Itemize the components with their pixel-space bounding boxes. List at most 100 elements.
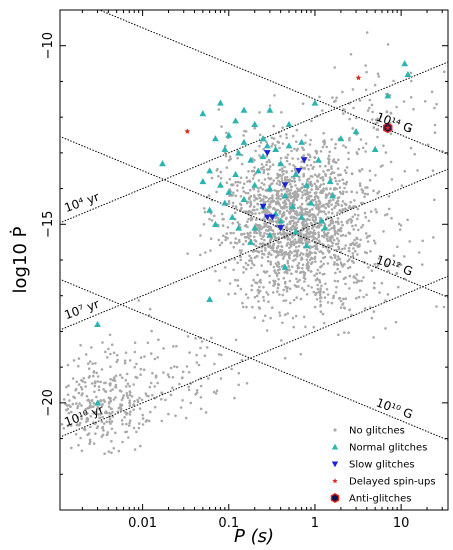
no-glitch-point [141, 417, 145, 420]
no-glitch-point [135, 362, 138, 366]
no-glitch-point [344, 282, 347, 286]
no-glitch-point [92, 442, 96, 445]
no-glitch-point [316, 283, 319, 287]
no-glitch-point [322, 182, 326, 186]
no-glitch-point [93, 381, 97, 385]
no-glitch-point [254, 223, 257, 226]
no-glitch-point [148, 307, 152, 311]
no-glitch-point [435, 305, 438, 308]
no-glitch-point [296, 195, 300, 198]
no-glitch-point [344, 203, 348, 206]
delayed-spinup-point [184, 128, 191, 134]
no-glitch-point [346, 266, 350, 270]
no-glitch-point [301, 182, 304, 186]
no-glitch-point [357, 279, 361, 283]
no-glitch-point [215, 169, 219, 172]
no-glitch-point [217, 238, 221, 242]
no-glitch-point [322, 170, 325, 173]
no-glitch-point [399, 224, 403, 227]
no-glitch-point [175, 344, 178, 348]
no-glitch-point [261, 319, 265, 323]
no-glitch-point [255, 208, 259, 211]
no-glitch-point [305, 252, 308, 255]
no-glitch-point [288, 246, 291, 250]
no-glitch-point [186, 252, 189, 255]
no-glitch-point [250, 266, 253, 270]
no-glitch-point [301, 191, 304, 194]
no-glitch-point [374, 118, 378, 122]
no-glitch-point [236, 180, 240, 184]
no-glitch-point [302, 253, 305, 256]
no-glitch-point [249, 231, 252, 234]
no-glitch-point [340, 204, 344, 207]
no-glitch-point [128, 399, 132, 402]
no-glitch-point [276, 290, 279, 293]
no-glitch-point [313, 182, 317, 186]
no-glitch-point [100, 403, 104, 407]
no-glitch-point [289, 188, 293, 192]
no-glitch-point [321, 145, 325, 149]
no-glitch-point [373, 262, 377, 266]
no-glitch-point [255, 231, 259, 235]
no-glitch-point [355, 191, 359, 194]
no-glitch-point [246, 296, 250, 300]
no-glitch-point [376, 128, 380, 131]
no-glitch-point [188, 351, 191, 354]
no-glitch-point [294, 196, 298, 200]
no-glitch-point [295, 226, 299, 230]
no-glitch-point [372, 310, 376, 313]
no-glitch-point [357, 295, 361, 299]
no-glitch-point [108, 333, 112, 337]
no-glitch-point [232, 268, 235, 272]
normal-glitch-point [212, 220, 219, 228]
no-glitch-point [366, 235, 370, 238]
no-glitch-point [276, 140, 279, 144]
no-glitch-point [342, 112, 345, 115]
no-glitch-point [274, 262, 278, 265]
no-glitch-point [306, 211, 310, 214]
no-glitch-point [349, 200, 353, 204]
no-glitch-point [100, 420, 104, 424]
no-glitch-point [292, 222, 296, 225]
no-glitch-point [272, 243, 275, 247]
no-glitch-point [224, 235, 227, 239]
no-glitch-point [430, 90, 434, 94]
no-glitch-point [365, 70, 368, 74]
no-glitch-point [180, 376, 184, 380]
no-glitch-point [264, 246, 267, 250]
no-glitch-point [282, 172, 285, 176]
no-glitch-point [372, 239, 376, 243]
no-glitch-point [274, 236, 278, 240]
no-glitch-point [359, 138, 363, 141]
no-glitch-point [361, 223, 365, 227]
no-glitch-point [110, 439, 113, 443]
no-glitch-point [337, 239, 341, 242]
no-glitch-point [298, 253, 302, 257]
no-glitch-point [314, 206, 318, 209]
no-glitch-point [285, 209, 289, 212]
no-glitch-point [369, 306, 372, 309]
no-glitch-point [304, 210, 308, 214]
no-glitch-point [294, 217, 298, 220]
no-glitch-point [116, 358, 119, 362]
no-glitch-point [387, 195, 391, 198]
no-glitch-point [134, 375, 137, 379]
no-glitch-point [259, 231, 263, 235]
slow-glitch-point [300, 157, 308, 164]
normal-glitch-point [206, 295, 214, 303]
no-glitch-point [248, 188, 252, 192]
no-glitch-point [185, 365, 189, 368]
no-glitch-point [344, 297, 348, 301]
no-glitch-point [284, 231, 287, 235]
no-glitch-point [298, 213, 301, 216]
no-glitch-point [125, 394, 129, 397]
no-glitch-point [309, 175, 313, 178]
no-glitch-point [275, 274, 279, 278]
no-glitch-point [106, 356, 109, 359]
no-glitch-point [70, 446, 73, 450]
no-glitch-point [336, 279, 340, 283]
no-glitch-point [126, 382, 130, 386]
no-glitch-point [90, 405, 93, 409]
no-glitch-point [293, 190, 297, 193]
normal-glitch-point [298, 138, 305, 145]
